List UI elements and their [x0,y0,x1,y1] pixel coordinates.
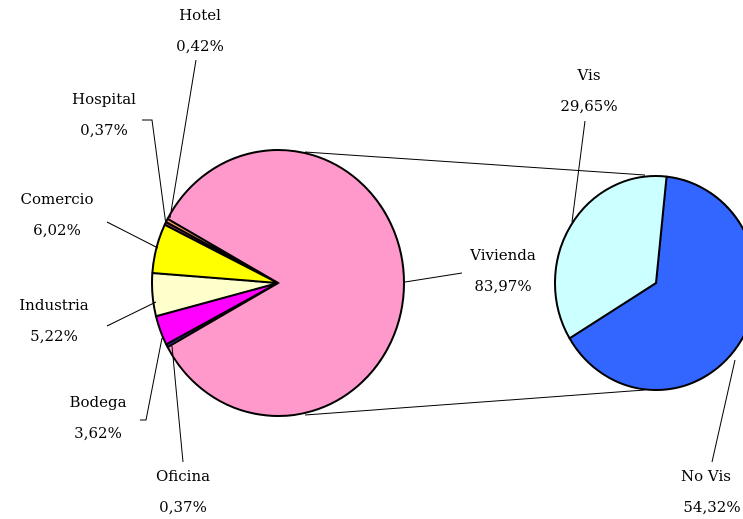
slice-label: Comercio [20,190,93,208]
pie-slice [554,175,668,340]
slice-label: Industria [19,296,89,314]
leader-line [106,301,157,327]
pie-slice [166,149,406,417]
slice-value-label: 0,42% [176,37,224,55]
slice-value-label: 29,65% [560,97,617,115]
slice-label: Hospital [72,90,136,108]
leader-line [169,59,197,219]
leader-line [171,345,184,463]
leader-line [140,337,163,421]
slice-label: No Vis [681,467,731,485]
slice-value-label: 5,22% [30,327,78,345]
slice-value-label: 6,02% [33,221,81,239]
slice-value-label: 0,37% [80,121,128,139]
slice-value-label: 0,37% [159,498,207,516]
slice-label: Vivienda [469,246,536,264]
leader-line [142,119,167,226]
slice-value-label: 83,97% [474,277,531,295]
slice-label: Vis [576,66,600,84]
slice-label: Bodega [69,393,126,411]
connector-line [304,389,646,416]
leader-line [711,359,736,463]
slice-value-label: 54,32% [683,498,740,516]
connector-line [304,151,646,176]
slice-label: Hotel [179,6,221,24]
slice-value-label: 3,62% [74,424,122,442]
leader-line [106,221,159,249]
slice-label: Oficina [156,467,210,485]
leader-line [571,120,586,223]
leader-line [404,272,463,283]
